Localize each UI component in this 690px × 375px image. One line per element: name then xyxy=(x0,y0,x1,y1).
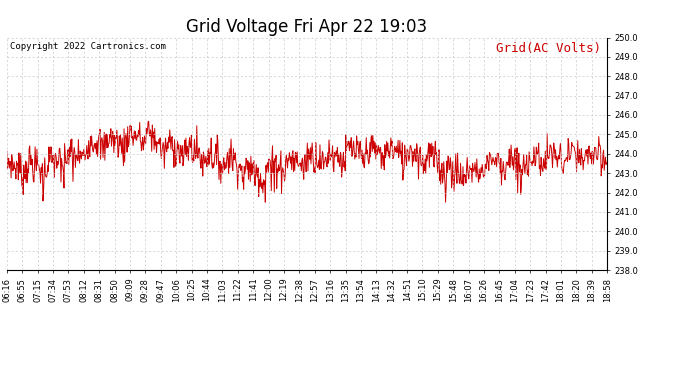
Text: Copyright 2022 Cartronics.com: Copyright 2022 Cartronics.com xyxy=(10,42,166,51)
Title: Grid Voltage Fri Apr 22 19:03: Grid Voltage Fri Apr 22 19:03 xyxy=(186,18,428,36)
Text: Grid(AC Volts): Grid(AC Volts) xyxy=(496,42,601,55)
